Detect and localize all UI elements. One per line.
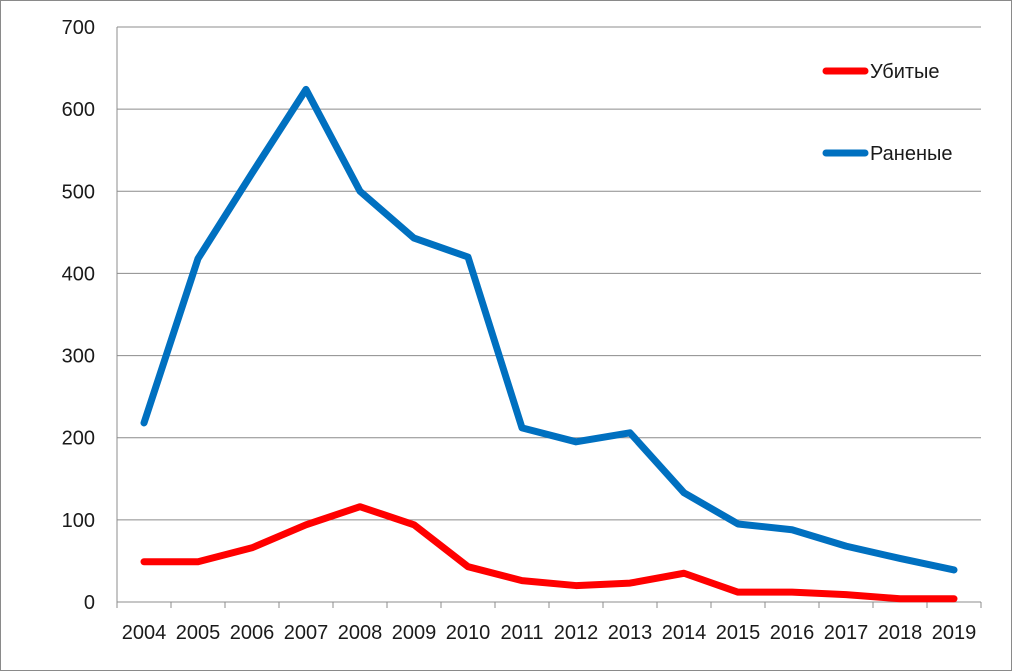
y-tick-label: 200: [62, 428, 95, 450]
y-tick-label: 100: [62, 510, 95, 532]
x-tick-labels: 2004 2005 2006 2007 2008 2009 2010 2011 2012 2013…: [122, 622, 977, 644]
gridlines: [117, 27, 981, 520]
series-lines: [144, 89, 954, 598]
y-tick-label: 0: [84, 592, 95, 614]
y-tick-labels: 0 100 200 300 400 500 600 700: [62, 17, 95, 614]
y-tick-label: 400: [62, 263, 95, 285]
x-tick-label: 2017: [824, 622, 869, 644]
axes: [117, 27, 981, 608]
x-tick-label: 2012: [554, 622, 599, 644]
x-tick-label: 2013: [608, 622, 653, 644]
series-line-killed: [144, 507, 954, 599]
x-tick-label: 2016: [770, 622, 815, 644]
y-tick-label: 300: [62, 346, 95, 368]
x-tick-label: 2010: [446, 622, 491, 644]
x-tick-label: 2005: [176, 622, 221, 644]
legend-label-wounded: Раненые: [870, 143, 953, 165]
x-tick-label: 2015: [716, 622, 761, 644]
x-tick-label: 2007: [284, 622, 329, 644]
x-tick-label: 2014: [662, 622, 707, 644]
series-line-wounded: [144, 89, 954, 570]
x-tick-label: 2008: [338, 622, 383, 644]
y-tick-label: 700: [62, 17, 95, 39]
x-tick-label: 2019: [932, 622, 977, 644]
x-tick-label: 2011: [500, 622, 543, 644]
y-tick-label: 600: [62, 99, 95, 121]
y-tick-label: 500: [62, 181, 95, 203]
x-tick-label: 2009: [392, 622, 437, 644]
x-tick-label: 2006: [230, 622, 275, 644]
x-tick-label: 2004: [122, 622, 167, 644]
legend-label-killed: Убитые: [870, 61, 940, 83]
x-tick-label: 2018: [878, 622, 923, 644]
legend: Убитые Раненые: [826, 61, 953, 165]
